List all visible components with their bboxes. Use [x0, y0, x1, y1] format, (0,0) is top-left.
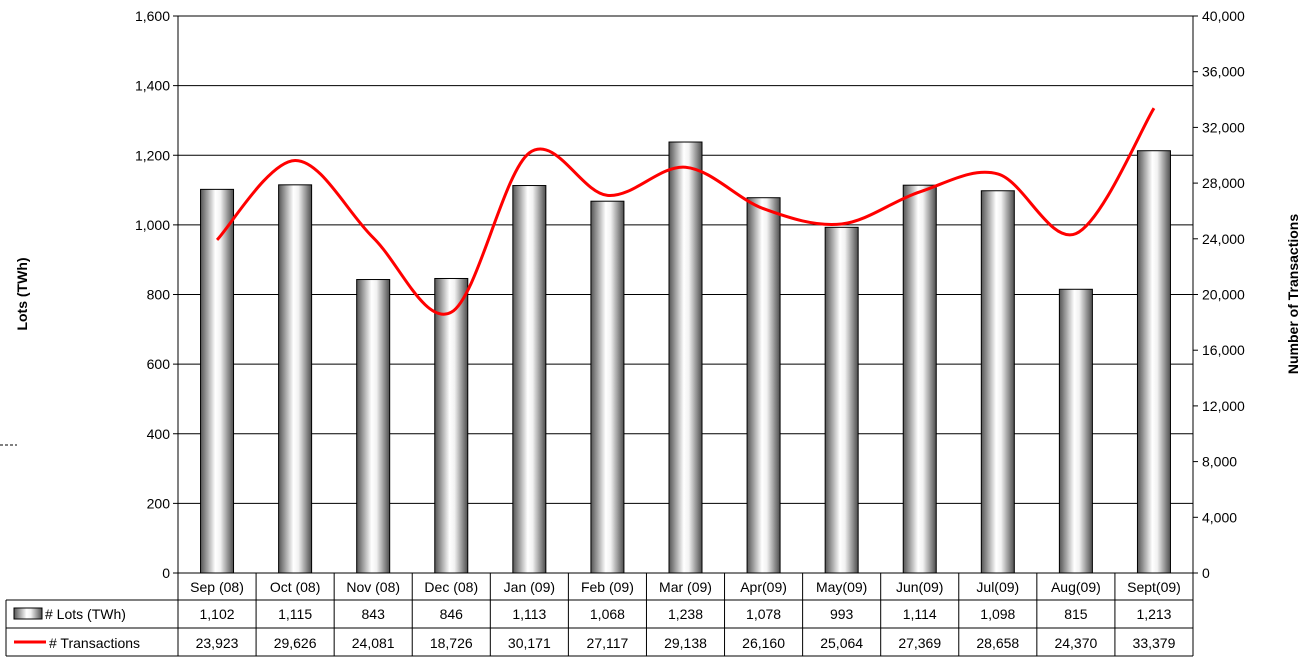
category-label: Oct (08) — [270, 579, 321, 595]
category-label: Jan (09) — [504, 579, 555, 595]
transactions-value: 33,379 — [1133, 635, 1176, 651]
bar — [1058, 288, 1093, 574]
right-tick-label: 40,000 — [1202, 8, 1245, 24]
right-axis-ticks: 0 4,000 8,000 12,000 16,000 20,000 24,000 28,00… — [1193, 8, 1245, 581]
transactions-value: 28,658 — [976, 635, 1019, 651]
lots-value: 846 — [440, 606, 464, 622]
lots-value: 1,238 — [668, 606, 703, 622]
bar — [746, 197, 781, 574]
left-tick-label: 1,000 — [135, 217, 170, 233]
bar — [356, 279, 391, 574]
category-label: Nov (08) — [346, 579, 400, 595]
bar — [824, 226, 859, 574]
right-tick-label: 28,000 — [1202, 175, 1245, 191]
right-tick-label: 20,000 — [1202, 287, 1245, 303]
category-label: May(09) — [816, 579, 867, 595]
legend-key-lots — [13, 607, 43, 620]
line-series — [215, 107, 1156, 316]
lots-value: 1,115 — [278, 606, 312, 622]
bar — [980, 190, 1015, 574]
category-label: Sept(09) — [1127, 579, 1181, 595]
lots-value: 1,114 — [903, 606, 937, 622]
bar — [590, 200, 625, 574]
transactions-value: 24,081 — [352, 635, 395, 651]
right-tick-label: 16,000 — [1202, 342, 1245, 358]
transactions-value: 25,064 — [820, 635, 863, 651]
right-tick-label: 8,000 — [1202, 454, 1237, 470]
lots-value: 843 — [362, 606, 386, 622]
bar-series — [200, 141, 1171, 574]
right-tick-label: 24,000 — [1202, 231, 1245, 247]
category-label: Dec (08) — [424, 579, 478, 595]
data-table: Sep (08) Oct (08) Nov (08) Dec (08) Jan (09)… — [5, 572, 1194, 657]
left-tick-label: 400 — [147, 426, 171, 442]
right-tick-label: 36,000 — [1202, 64, 1245, 80]
bar — [278, 184, 313, 574]
left-tick-label: 1,200 — [135, 147, 170, 163]
right-tick-label: 32,000 — [1202, 119, 1245, 135]
transactions-value: 23,923 — [196, 635, 239, 651]
left-tick-label: 600 — [147, 356, 171, 372]
lots-value: 1,068 — [590, 606, 625, 622]
bar — [512, 185, 547, 574]
lots-value: 1,102 — [200, 606, 235, 622]
right-tick-label: 4,000 — [1202, 509, 1237, 525]
left-tick-label: 800 — [147, 287, 171, 303]
bar — [434, 277, 469, 574]
lots-value: 1,113 — [512, 606, 546, 622]
category-label: Jun(09) — [896, 579, 943, 595]
lots-value: 815 — [1064, 606, 1088, 622]
right-axis-title: Number of Transactions — [1285, 214, 1301, 374]
left-tick-label: 200 — [147, 495, 171, 511]
lots-value: 1,213 — [1136, 606, 1171, 622]
category-label: Feb (09) — [581, 579, 634, 595]
right-tick-label: 12,000 — [1202, 398, 1245, 414]
transactions-line — [215, 107, 1156, 316]
bar — [668, 141, 703, 574]
left-tick-label: 1,400 — [135, 78, 170, 94]
left-tick-label: 1,600 — [135, 8, 170, 24]
transactions-value: 29,138 — [664, 635, 707, 651]
category-label: Aug(09) — [1051, 579, 1101, 595]
lots-value: 993 — [830, 606, 854, 622]
left-axis-ticks: 0 200 400 600 800 1,000 1,200 1,400 1,600 — [135, 8, 178, 581]
left-axis-title: Lots (TWh) — [14, 257, 30, 330]
category-label: Jul(09) — [976, 579, 1019, 595]
right-tick-label: 0 — [1202, 565, 1210, 581]
legend-label-transactions: # Transactions — [49, 635, 140, 651]
transactions-value: 30,171 — [508, 635, 551, 651]
transactions-value: 24,370 — [1054, 635, 1097, 651]
transactions-value: 18,726 — [430, 635, 473, 651]
left-tick-label: 0 — [162, 565, 170, 581]
legend-label-lots: # Lots (TWh) — [45, 606, 126, 622]
category-label: Mar (09) — [659, 579, 712, 595]
transactions-value: 26,160 — [742, 635, 785, 651]
bar — [1136, 150, 1171, 574]
lots-value: 1,098 — [980, 606, 1015, 622]
transactions-value: 27,117 — [587, 635, 629, 651]
bar — [902, 184, 937, 574]
transactions-value: 29,626 — [274, 635, 317, 651]
transactions-value: 27,369 — [898, 635, 941, 651]
category-label: Apr(09) — [740, 579, 787, 595]
lots-value: 1,078 — [746, 606, 781, 622]
category-label: Sep (08) — [190, 579, 244, 595]
bar — [200, 188, 235, 574]
